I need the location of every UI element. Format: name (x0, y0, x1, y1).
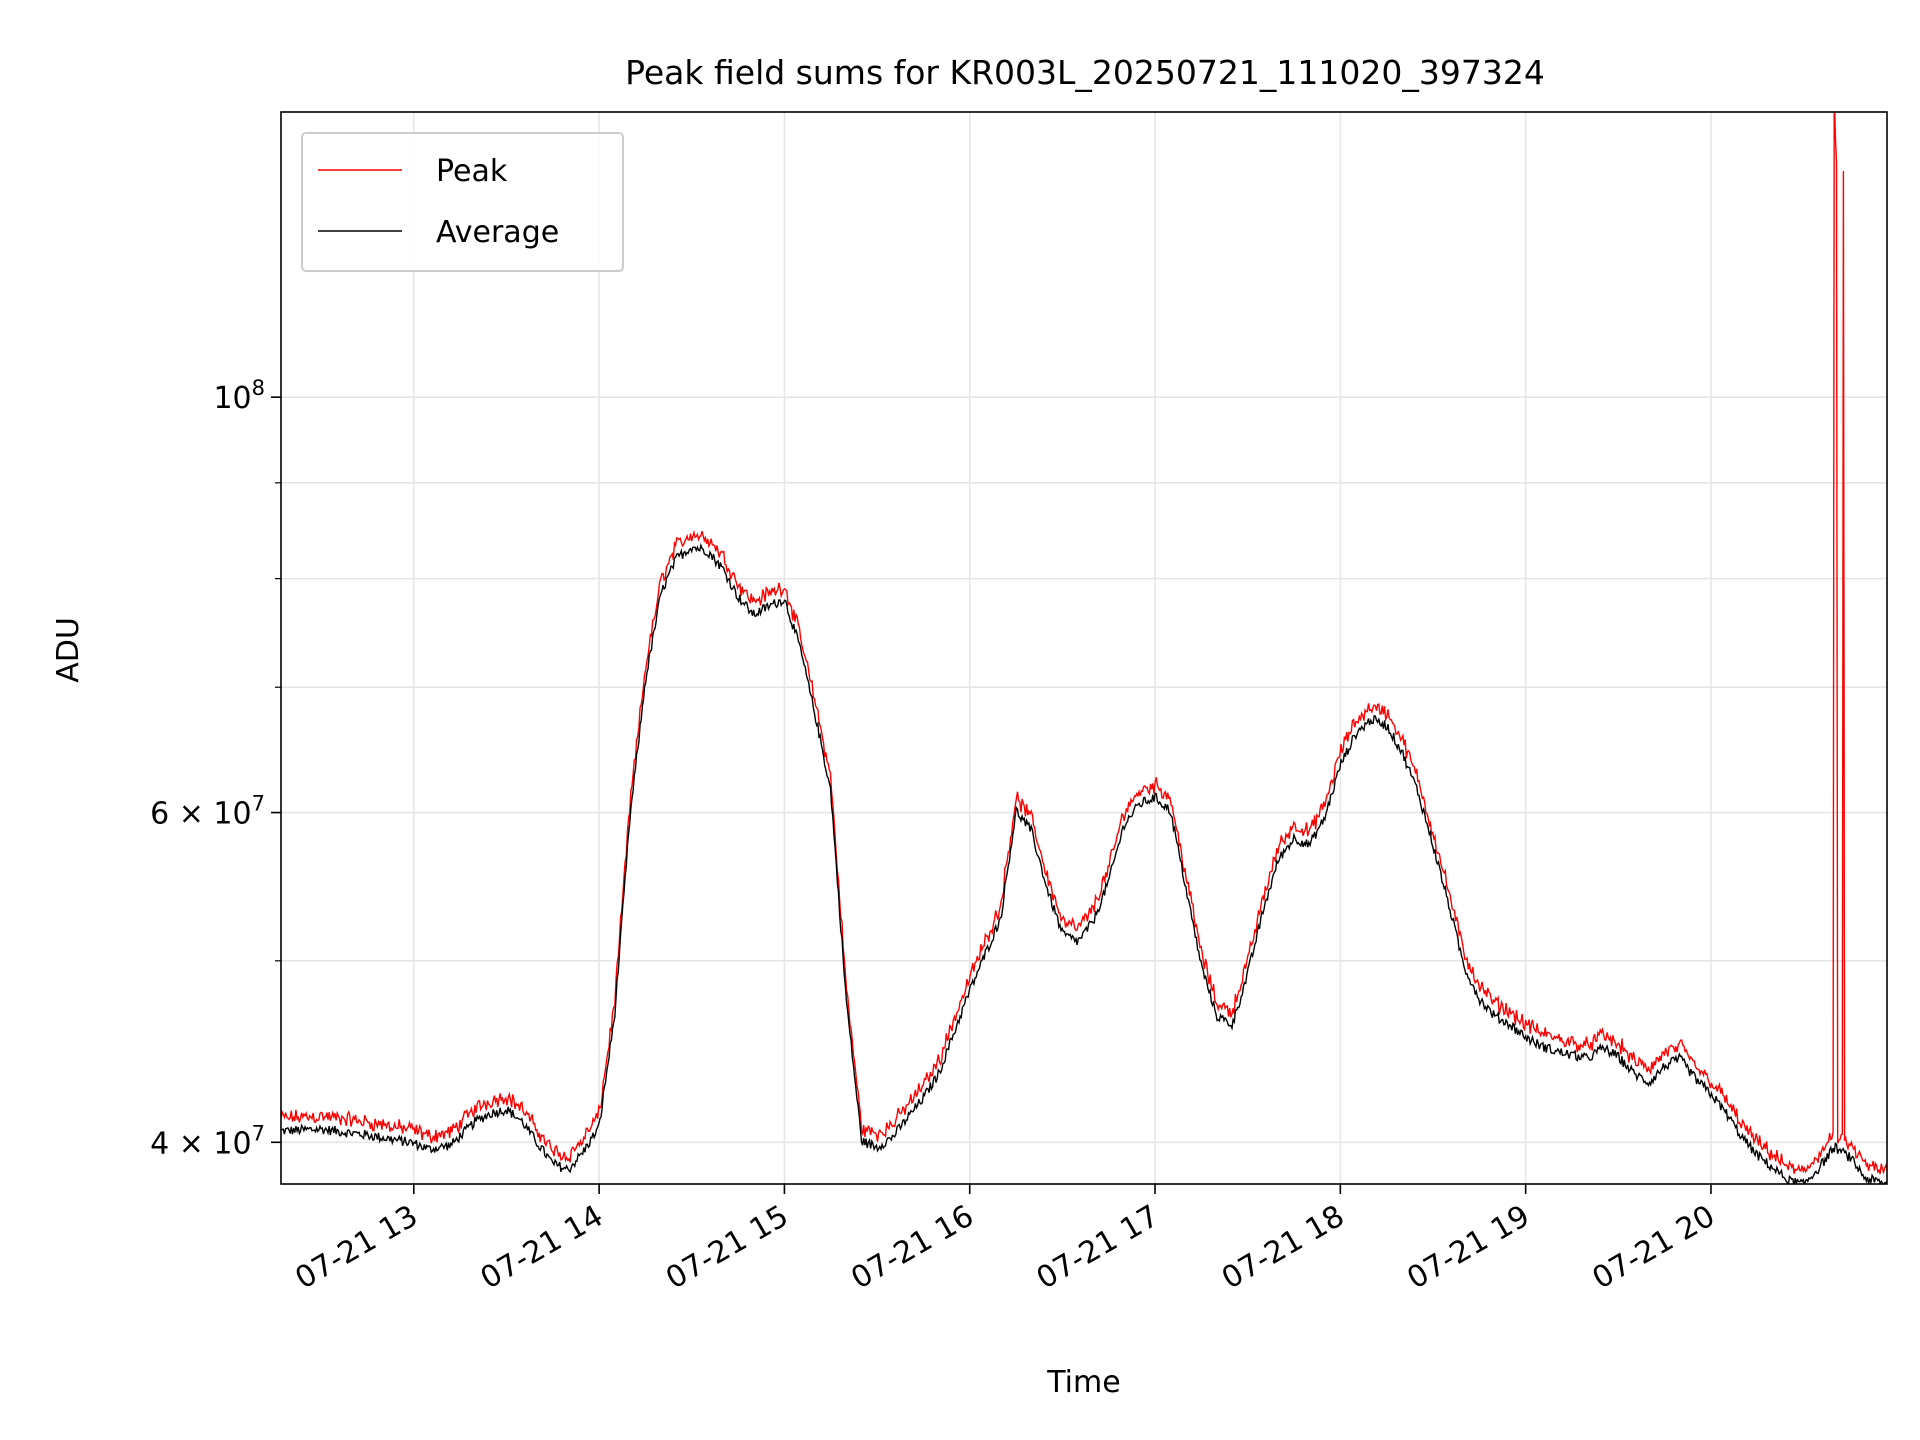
legend-label-peak: Peak (436, 154, 508, 189)
y-tick-base: 10 (213, 381, 251, 416)
y-tick-mantissa: 4 × 10 (150, 1126, 251, 1161)
legend-label-average: Average (436, 215, 559, 250)
y-axis-label: ADU (51, 617, 86, 683)
series-peak-line (281, 112, 1887, 1175)
y-tick-exponent: 7 (252, 792, 265, 816)
legend-box (301, 132, 624, 272)
legend: Peak Average (301, 132, 624, 272)
y-tick-mantissa: 6 × 10 (150, 797, 251, 832)
y-tick-label: 4 × 107 (150, 1121, 265, 1161)
grid (281, 112, 1887, 1184)
plot-lines (281, 112, 1887, 1184)
y-tick-exponent: 7 (252, 1121, 265, 1145)
series-average-line (281, 542, 1887, 1184)
y-tick-exponent: 8 (252, 376, 265, 400)
axes-frame (280, 111, 1888, 1185)
y-tick-label: 108 (213, 376, 265, 416)
chart-title: Peak field sums for KR003L_20250721_1110… (625, 53, 1545, 92)
y-tick-label: 6 × 107 (150, 792, 265, 832)
x-axis-label: Time (1046, 1365, 1120, 1400)
